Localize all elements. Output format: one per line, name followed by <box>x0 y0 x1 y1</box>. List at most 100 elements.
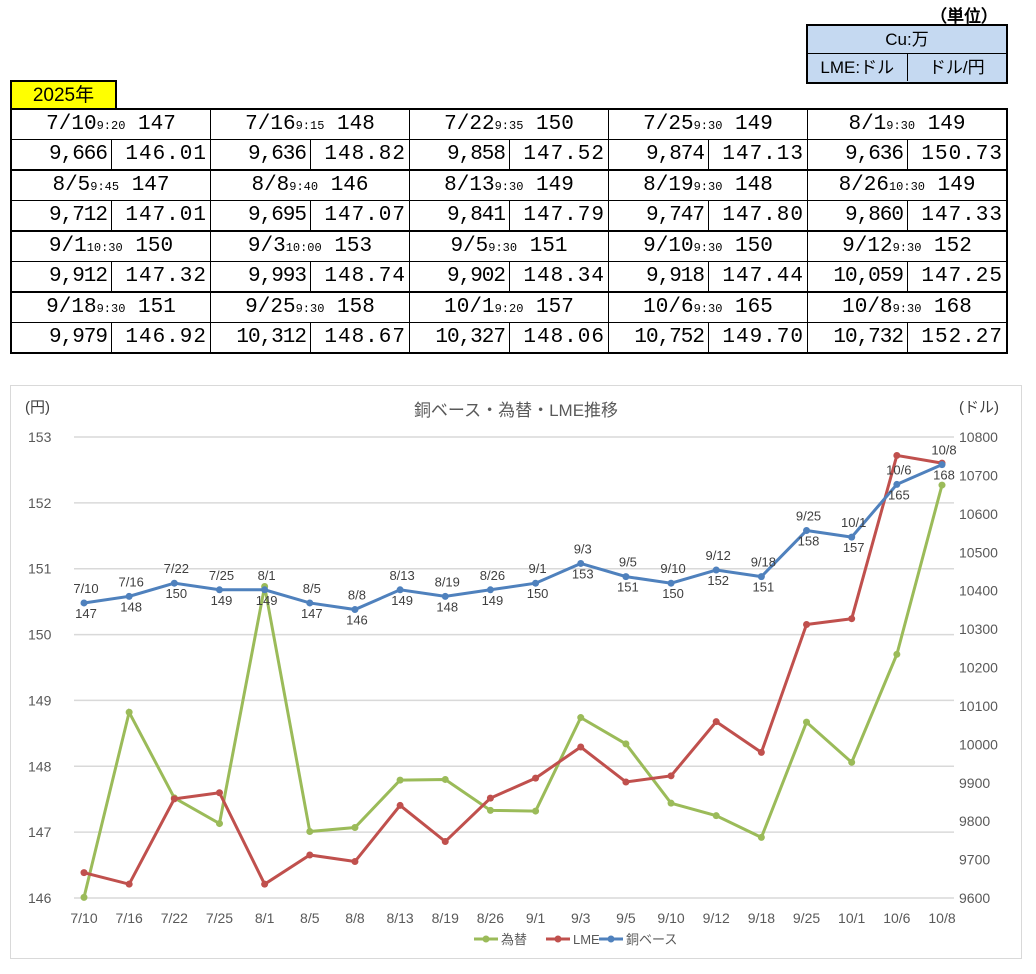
point-date-label: 8/1 <box>258 568 276 583</box>
cell-time: 9:30 <box>892 241 922 255</box>
data-point <box>803 718 811 726</box>
point-value-label: 150 <box>662 586 684 601</box>
point-date-label: 9/25 <box>796 509 821 524</box>
cell-date: 9/5 <box>450 235 489 258</box>
data-point <box>396 586 404 594</box>
cell-date: 8/5 <box>52 174 91 197</box>
cell-header: 9/189:30 151 <box>12 293 210 323</box>
y-left-tick: 151 <box>28 561 52 577</box>
data-point <box>80 893 88 901</box>
cell-date: 7/10 <box>46 113 97 136</box>
cell-header: 8/199:30 148 <box>609 171 807 201</box>
data-point <box>938 461 946 469</box>
data-point <box>441 775 449 783</box>
point-value-label: 150 <box>527 586 549 601</box>
y-right-tick: 9800 <box>959 813 990 829</box>
table-cell: 7/229:35 150 9,858 147.52 <box>410 110 609 169</box>
cell-fx: 148.06 <box>523 326 605 349</box>
series-line-2 <box>83 463 943 612</box>
cell-lme: 9,712 <box>12 201 112 230</box>
legend-label: LME <box>573 932 600 947</box>
data-point <box>441 592 449 600</box>
table-cell: 7/169:15 148 9,636 148.82 <box>211 110 410 169</box>
legend-marker <box>482 935 490 943</box>
data-point <box>757 833 765 841</box>
data-point <box>215 820 223 828</box>
cell-copper: 152 <box>934 235 972 258</box>
point-value-label: 168 <box>933 468 955 483</box>
unit-cu: Cu:万 <box>808 26 1006 54</box>
chart: 146 147 148 149 150 151 152 153 9600 9700 9800 9900… <box>10 385 1022 959</box>
cell-fx: 147.32 <box>125 265 207 288</box>
cell-header: 8/59:45 147 <box>12 171 210 201</box>
cell-copper: 157 <box>536 296 574 319</box>
cell-date: 8/13 <box>444 174 495 197</box>
cell-header: 7/169:15 148 <box>211 110 409 140</box>
data-point <box>848 615 856 623</box>
table-cell: 10/89:30 168 10,732 152.27 <box>808 293 1006 352</box>
cell-lme: 9,747 <box>609 201 709 230</box>
series-line-0 <box>82 484 944 898</box>
cell-copper: 165 <box>735 296 773 319</box>
cell-lme: 9,860 <box>808 201 908 230</box>
data-point <box>306 827 314 835</box>
table-cell: 8/59:45 147 9,712 147.01 <box>12 171 211 230</box>
table-cell: 9/59:30 151 9,902 148.34 <box>410 232 609 291</box>
cell-lme: 9,902 <box>410 262 510 291</box>
table-group: 9/110:30 150 9,912 147.32 9/310:00 153 9,… <box>12 232 1006 293</box>
data-point <box>125 708 133 716</box>
unit-lme: LME:ドル <box>808 54 908 81</box>
cell-date: 9/12 <box>842 235 893 258</box>
data-point <box>306 851 314 859</box>
point-value-label: 165 <box>888 487 910 502</box>
y-right-tick: 10400 <box>959 583 998 599</box>
point-value-label: 146 <box>346 613 368 628</box>
data-point <box>215 586 223 594</box>
point-date-label: 8/19 <box>435 574 460 589</box>
point-date-label: 9/10 <box>660 561 685 576</box>
cell-header: 7/259:30 149 <box>609 110 807 140</box>
y-right-tick: 9900 <box>959 775 990 791</box>
point-date-label: 10/8 <box>931 443 956 458</box>
legend-label: 銅ベース <box>626 932 677 947</box>
data-point <box>125 880 133 888</box>
data-point <box>215 789 223 797</box>
x-tick: 9/3 <box>571 910 591 926</box>
cell-header: 9/310:00 153 <box>211 232 409 262</box>
cell-time: 9:30 <box>693 180 723 194</box>
point-date-label: 7/25 <box>209 568 234 583</box>
data-point <box>848 533 856 541</box>
cell-lme: 9,918 <box>609 262 709 291</box>
y-right-tick: 10700 <box>959 467 998 483</box>
cell-header: 9/109:30 150 <box>609 232 807 262</box>
table-cell: 9/109:30 150 9,918 147.44 <box>609 232 808 291</box>
x-tick: 8/5 <box>300 910 320 926</box>
cell-copper: 151 <box>529 235 568 258</box>
y-left-tick: 150 <box>28 627 52 643</box>
table-cell: 8/2610:30 149 9,860 147.33 <box>808 171 1006 230</box>
data-point <box>622 778 630 786</box>
table-cell: 10/19:20 157 10,327 148.06 <box>410 293 609 352</box>
data-point <box>532 807 540 815</box>
point-date-label: 9/3 <box>574 541 592 556</box>
data-point <box>486 794 494 802</box>
cell-fx: 148.74 <box>324 265 406 288</box>
x-tick: 7/16 <box>116 910 143 926</box>
cell-date: 9/18 <box>46 296 97 319</box>
cell-fx: 146.92 <box>125 326 207 349</box>
data-point <box>170 579 178 587</box>
cell-lme: 9,695 <box>211 201 311 230</box>
data-point <box>396 776 404 784</box>
x-tick: 9/12 <box>703 910 730 926</box>
cell-date: 7/25 <box>643 113 694 136</box>
x-tick: 8/26 <box>477 910 504 926</box>
point-date-label: 9/12 <box>706 548 731 563</box>
table-cell: 9/189:30 151 9,979 146.92 <box>12 293 211 352</box>
point-date-label: 10/6 <box>886 462 911 477</box>
data-point <box>486 806 494 814</box>
price-table: 7/109:20 147 9,666 146.01 7/169:15 148 9,… <box>10 108 1008 354</box>
cell-date: 8/19 <box>643 174 694 197</box>
y-right-tick: 10300 <box>959 621 998 637</box>
data-point <box>848 758 856 766</box>
x-tick: 9/18 <box>748 910 775 926</box>
